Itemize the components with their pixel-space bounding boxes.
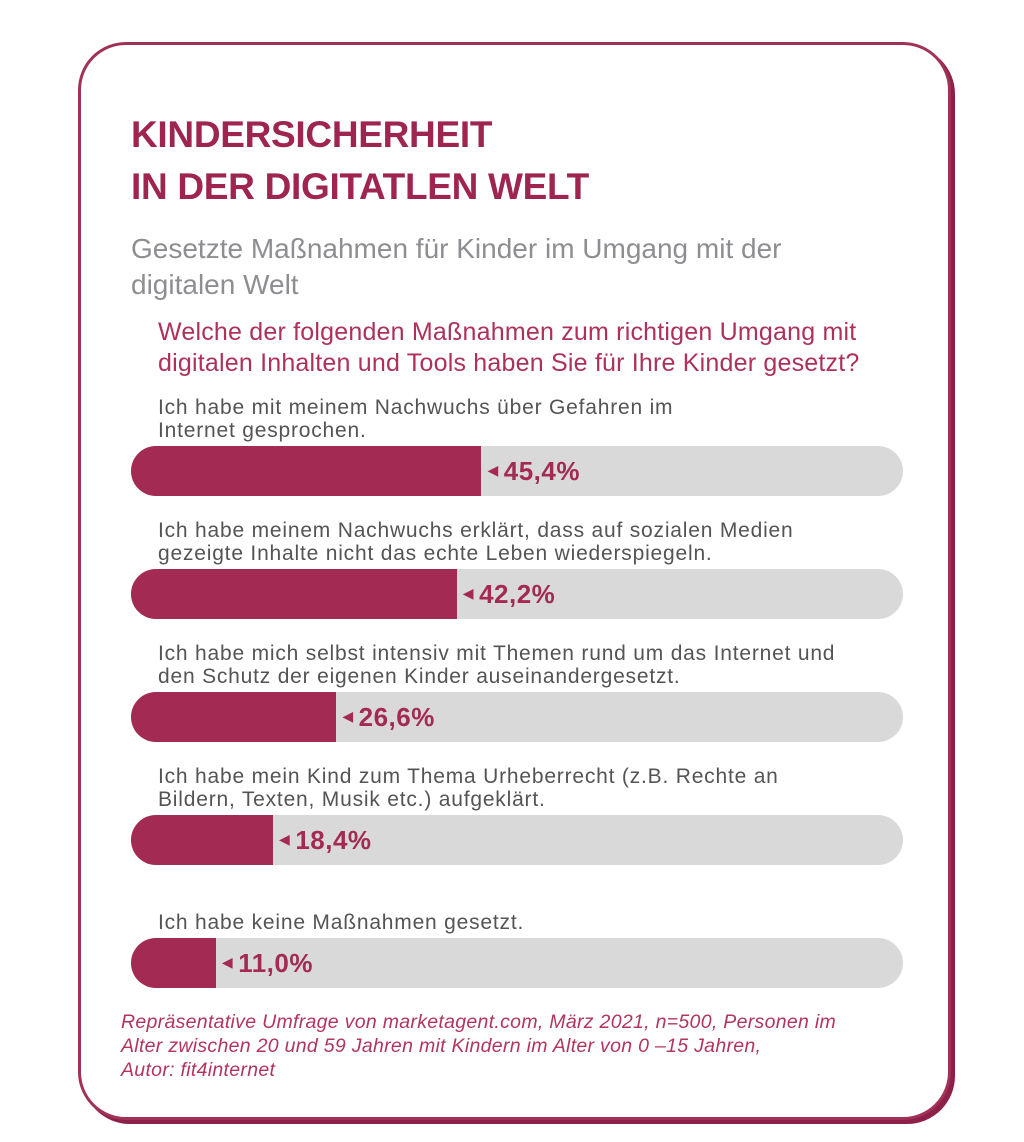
bar-row: Ich habe mein Kind zum Thema Urheberrech… — [131, 764, 903, 865]
bar-row: Ich habe keine Maßnahmen gesetzt. ◀ 11,0% — [131, 887, 903, 988]
bar-percent: 18,4% — [295, 824, 372, 855]
bar-fill — [131, 815, 274, 865]
bar-track: ◀ 26,6% — [131, 692, 903, 742]
left-triangle-icon: ◀ — [221, 955, 234, 971]
bar-percent: 45,4% — [503, 455, 580, 486]
page-title: KINDERSICHERHEIT IN DER DIGITATLEN WELT — [131, 114, 589, 207]
bar-category-label: Ich habe meinem Nachwuchs erklärt, dass … — [158, 519, 794, 565]
source-attribution: Repräsentative Umfrage von marketagent.c… — [121, 1011, 837, 1081]
bar-row: Ich habe mit meinem Nachwuchs über Gefah… — [131, 395, 903, 496]
bar-value-label: ◀ 45,4% — [487, 456, 580, 487]
bar-fill — [131, 569, 457, 619]
left-triangle-icon: ◀ — [279, 832, 291, 848]
bar-value-label: ◀ 11,0% — [222, 948, 313, 979]
bar-row: Ich habe mich selbst intensiv mit Themen… — [131, 641, 903, 742]
bar-fill — [131, 938, 216, 988]
bar-fill — [131, 692, 337, 742]
chart-subtitle: Gesetzte Maßnahmen für Kinder im Umgang … — [131, 233, 782, 300]
bar-track: ◀ 18,4% — [131, 815, 903, 865]
bar-row: Ich habe meinem Nachwuchs erklärt, dass … — [131, 518, 903, 619]
bar-value-label: ◀ 42,2% — [463, 579, 556, 610]
bar-track: ◀ 11,0% — [131, 938, 903, 988]
infographic-card: KINDERSICHERHEIT IN DER DIGITATLEN WELT … — [78, 42, 951, 1120]
bar-value-label: ◀ 18,4% — [279, 825, 372, 856]
left-triangle-icon: ◀ — [342, 709, 354, 725]
left-triangle-icon: ◀ — [462, 586, 475, 602]
bar-chart: Ich habe mit meinem Nachwuchs über Gefah… — [131, 395, 903, 988]
bar-percent: 26,6% — [358, 701, 435, 732]
bar-category-label: Ich habe mit meinem Nachwuchs über Gefah… — [158, 396, 674, 442]
left-triangle-icon: ◀ — [487, 463, 499, 479]
bar-track: ◀ 45,4% — [131, 446, 903, 496]
bar-percent: 11,0% — [238, 947, 313, 978]
survey-question: Welche der folgenden Maßnahmen zum richt… — [158, 318, 860, 377]
bar-fill — [131, 446, 482, 496]
bar-value-label: ◀ 26,6% — [342, 702, 435, 733]
bar-category-label: Ich habe keine Maßnahmen gesetzt. — [158, 911, 525, 934]
bar-track: ◀ 42,2% — [131, 569, 903, 619]
bar-percent: 42,2% — [479, 578, 556, 609]
bar-category-label: Ich habe mich selbst intensiv mit Themen… — [158, 642, 836, 688]
bar-category-label: Ich habe mein Kind zum Thema Urheberrech… — [158, 765, 779, 811]
